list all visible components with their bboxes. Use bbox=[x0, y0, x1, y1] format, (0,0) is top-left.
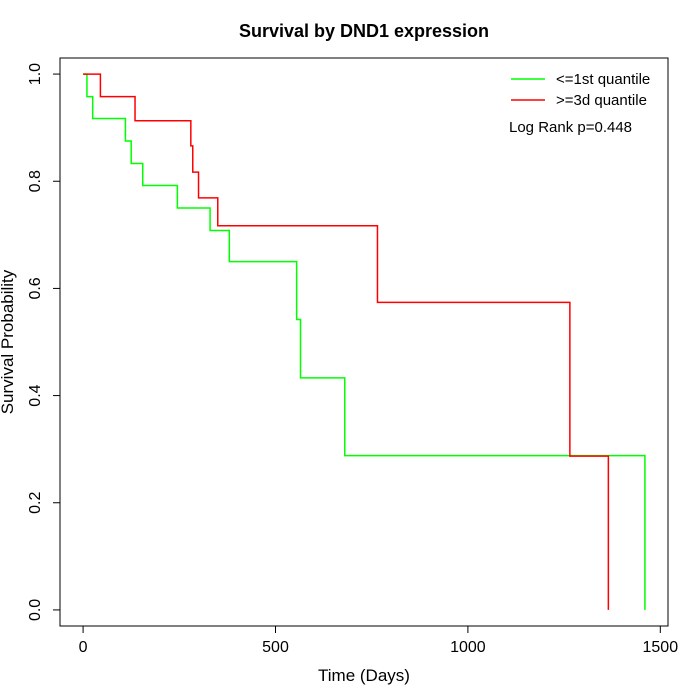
legend-label-high-quantile: >=3d quantile bbox=[556, 92, 647, 109]
log-rank-annotation: Log Rank p=0.448 bbox=[509, 119, 632, 136]
series-line-low-quantile bbox=[83, 73, 646, 610]
series-layer bbox=[83, 73, 646, 610]
chart-title: Survival by DND1 expression bbox=[239, 21, 489, 41]
series-line-high-quantile bbox=[83, 73, 610, 610]
x-tick-label: 1000 bbox=[450, 639, 486, 656]
legend: <=1st quantile >=3d quantile bbox=[511, 71, 650, 109]
x-axis: 0 500 1000 1500 bbox=[79, 626, 679, 656]
y-tick-label: 0.4 bbox=[27, 384, 44, 406]
y-axis: 0.0 0.2 0.4 0.6 0.8 1.0 bbox=[27, 63, 60, 621]
legend-label-low-quantile: <=1st quantile bbox=[556, 71, 650, 88]
y-axis-label: Survival Probability bbox=[0, 269, 17, 414]
x-tick-label: 0 bbox=[79, 639, 88, 656]
plot-frame bbox=[59, 57, 669, 627]
x-tick-label: 1500 bbox=[643, 639, 679, 656]
x-tick-label: 500 bbox=[262, 639, 289, 656]
y-tick-label: 0.0 bbox=[27, 599, 44, 621]
y-tick-label: 0.6 bbox=[27, 277, 44, 299]
y-tick-label: 1.0 bbox=[27, 63, 44, 85]
y-tick-label: 0.2 bbox=[27, 492, 44, 514]
x-axis-label: Time (Days) bbox=[318, 666, 410, 685]
y-tick-label: 0.8 bbox=[27, 170, 44, 192]
